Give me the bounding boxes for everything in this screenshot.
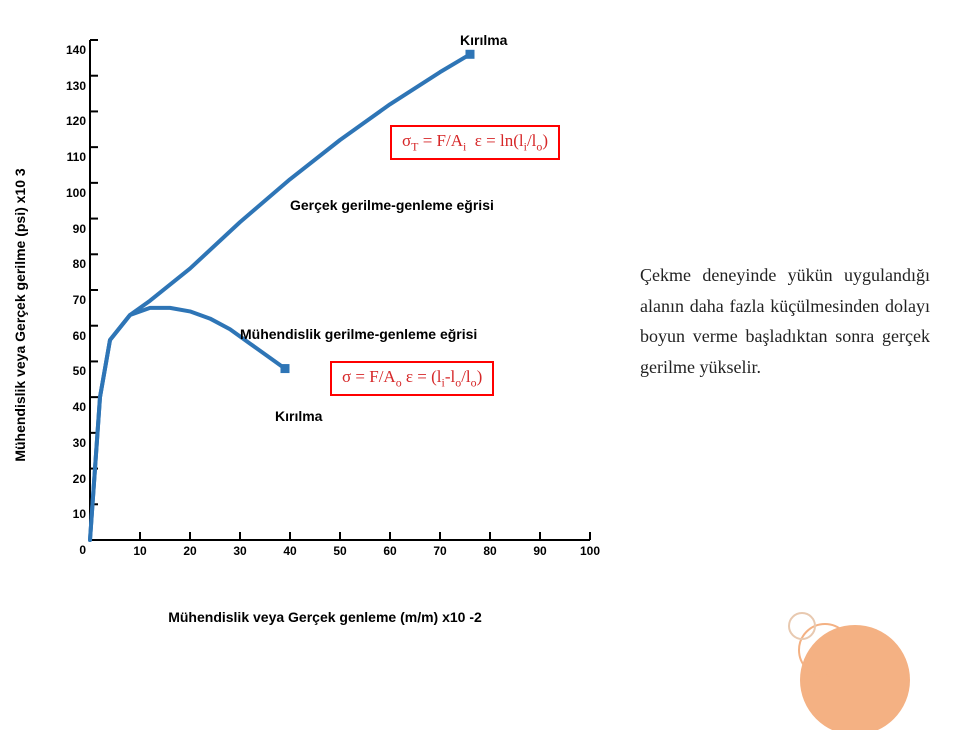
x-tick-label: 80 <box>483 544 496 558</box>
break-label: Kırılma <box>275 408 322 424</box>
break-label: Kırılma <box>460 32 507 48</box>
decor-circle <box>800 625 910 730</box>
x-tick-label: 100 <box>580 544 600 558</box>
chart-svg <box>90 40 590 540</box>
y-axis-label: Mühendislik veya Gerçek gerilme (psi) x1… <box>12 168 28 461</box>
x-tick-label: 60 <box>383 544 396 558</box>
y-tick-label: 110 <box>67 150 86 164</box>
slide: Mühendislik veya Gerçek gerilme (psi) x1… <box>0 0 960 730</box>
x-tick-label: 10 <box>133 544 146 558</box>
formula-box: σT = F/Ai ε = ln(li/lo) <box>390 125 560 160</box>
y-tick-label: 130 <box>66 79 86 93</box>
y-tick-label: 70 <box>73 293 86 307</box>
y-tick-label: 80 <box>73 257 86 271</box>
y-tick-label: 40 <box>73 400 86 414</box>
formula-box: σ = F/Ao ε = (li-lo/lo) <box>330 361 494 396</box>
origin-label: 0 <box>79 543 86 557</box>
y-tick-label: 50 <box>73 364 86 378</box>
y-tick-label: 90 <box>73 222 86 236</box>
y-tick-label: 10 <box>73 507 86 521</box>
decor-circle <box>799 624 851 676</box>
x-tick-label: 40 <box>283 544 296 558</box>
curve-label: Mühendislik gerilme-genleme eğrisi <box>240 326 477 342</box>
description-paragraph: Çekme deneyinde yükün uygulandığı alanın… <box>640 260 930 382</box>
decor-circle <box>789 613 815 639</box>
y-tick-label: 30 <box>73 436 86 450</box>
y-tick-label: 140 <box>66 43 86 57</box>
x-tick-label: 30 <box>233 544 246 558</box>
y-tick-label: 120 <box>66 114 86 128</box>
chart-area: Mühendislik veya Gerçek gerilme (psi) x1… <box>30 30 620 600</box>
x-tick-label: 90 <box>533 544 546 558</box>
y-tick-label: 100 <box>66 186 86 200</box>
curve-label: Gerçek gerilme-genleme eğrisi <box>290 197 494 213</box>
plot-region: 1020304050607080901001101201301401020304… <box>90 40 590 540</box>
x-tick-label: 70 <box>433 544 446 558</box>
x-tick-label: 20 <box>183 544 196 558</box>
y-tick-label: 60 <box>73 329 86 343</box>
y-tick-label: 20 <box>73 472 86 486</box>
x-tick-label: 50 <box>333 544 346 558</box>
x-axis-label: Mühendislik veya Gerçek genleme (m/m) x1… <box>168 609 482 625</box>
